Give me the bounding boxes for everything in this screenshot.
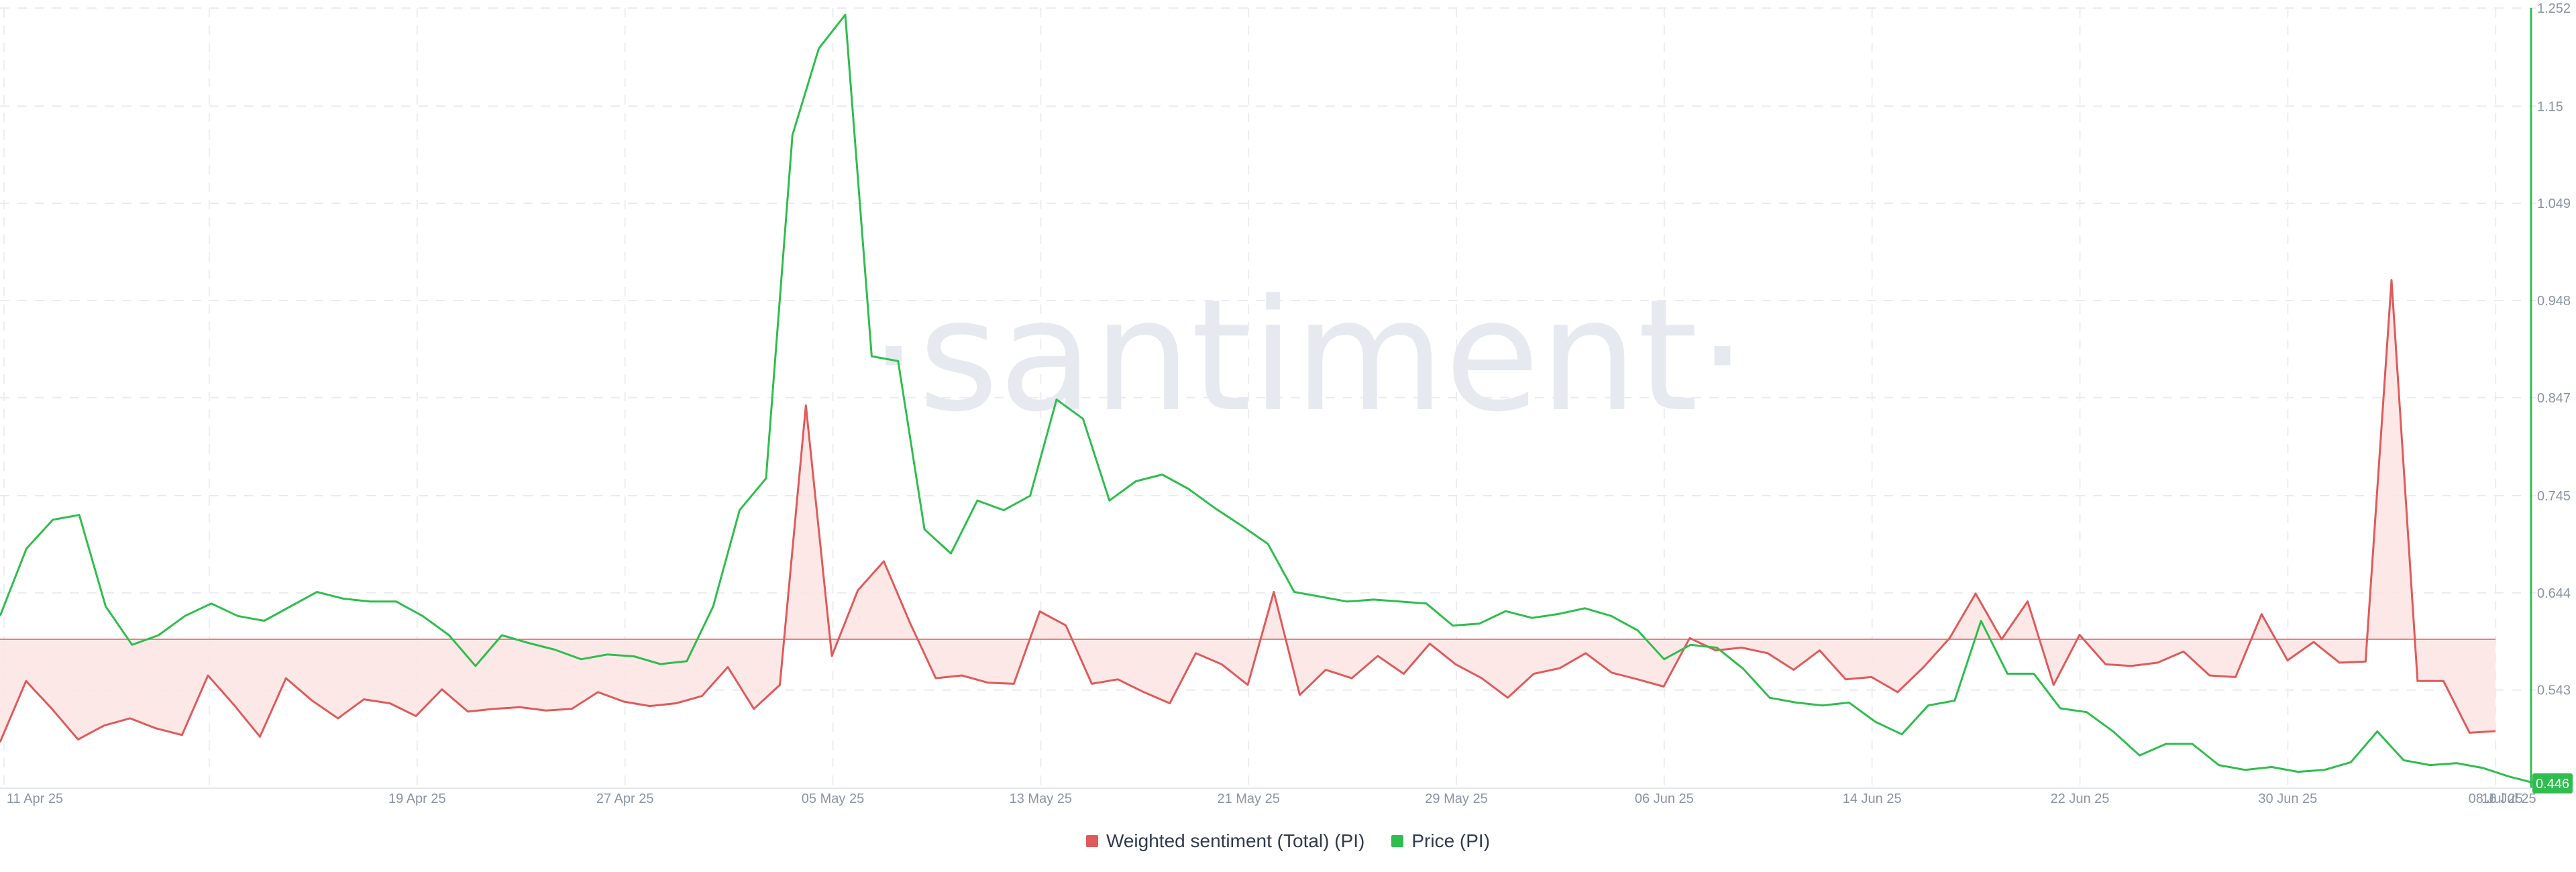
- legend-item-sentiment[interactable]: Weighted sentiment (Total) (PI): [1085, 830, 1365, 852]
- legend-swatch-sentiment: [1085, 835, 1098, 847]
- price-tick-label: 0.543: [2537, 684, 2571, 698]
- current-price-badge-bg: [2532, 773, 2573, 794]
- x-tick-label: 14 Jun 25: [1843, 792, 1902, 806]
- price-tick-label: 1.15: [2537, 99, 2563, 114]
- legend-label-sentiment: Weighted sentiment (Total) (PI): [1106, 830, 1365, 851]
- legend-item-price[interactable]: Price (PI): [1391, 830, 1490, 852]
- x-tick-label: 11 Apr 25: [7, 792, 63, 806]
- x-tick-label: 21 May 25: [1217, 792, 1279, 806]
- chart-axes: [0, 8, 2532, 789]
- x-axis-ticks: 11 Apr 25 19 Apr 25 27 Apr 25 05 May 25 13 M…: [7, 792, 2536, 806]
- x-tick-label: 30 Jun 25: [2258, 792, 2317, 806]
- current-price-label: 0.446: [2536, 777, 2569, 792]
- price-tick-label: 1.252: [2537, 1, 2571, 16]
- legend-label-price: Price (PI): [1411, 830, 1491, 851]
- price-line: [0, 13, 2536, 785]
- current-price-badge: 0.446: [2532, 773, 2573, 794]
- price-tick-label: 0.847: [2537, 391, 2571, 406]
- legend-swatch-price: [1391, 835, 1404, 847]
- chart-legend: Weighted sentiment (Total) (PI) Price (P…: [0, 830, 2576, 852]
- x-tick-label: 06 Jun 25: [1635, 792, 1694, 806]
- price-series: [0, 13, 2536, 785]
- price-axis-ticks: 1.252 1.15 1.049 0.948 0.847 0.745 0.644 0.543: [2537, 1, 2571, 698]
- x-tick-label: 05 May 25: [802, 792, 864, 806]
- sentiment-series: [0, 279, 2496, 743]
- x-tick-label: 16 Jul 25: [2481, 792, 2536, 806]
- price-tick-label: 0.948: [2537, 294, 2571, 309]
- santiment-watermark: ·santiment·: [869, 267, 1747, 446]
- x-tick-label: 08 Jul 25: [2469, 792, 2523, 806]
- x-tick-label: 22 Jun 25: [2051, 792, 2110, 806]
- x-tick-label: 19 Apr 25: [388, 792, 446, 806]
- x-tick-label: 13 May 25: [1010, 792, 1072, 806]
- x-tick-label: 27 Apr 25: [596, 792, 654, 806]
- sentiment-area: [0, 280, 2496, 743]
- price-tick-label: 0.644: [2537, 586, 2571, 601]
- sentiment-line: [0, 279, 2496, 743]
- price-tick-label: 0.745: [2537, 489, 2571, 504]
- price-tick-label: 1.049: [2537, 197, 2571, 211]
- x-tick-label: 29 May 25: [1425, 792, 1487, 806]
